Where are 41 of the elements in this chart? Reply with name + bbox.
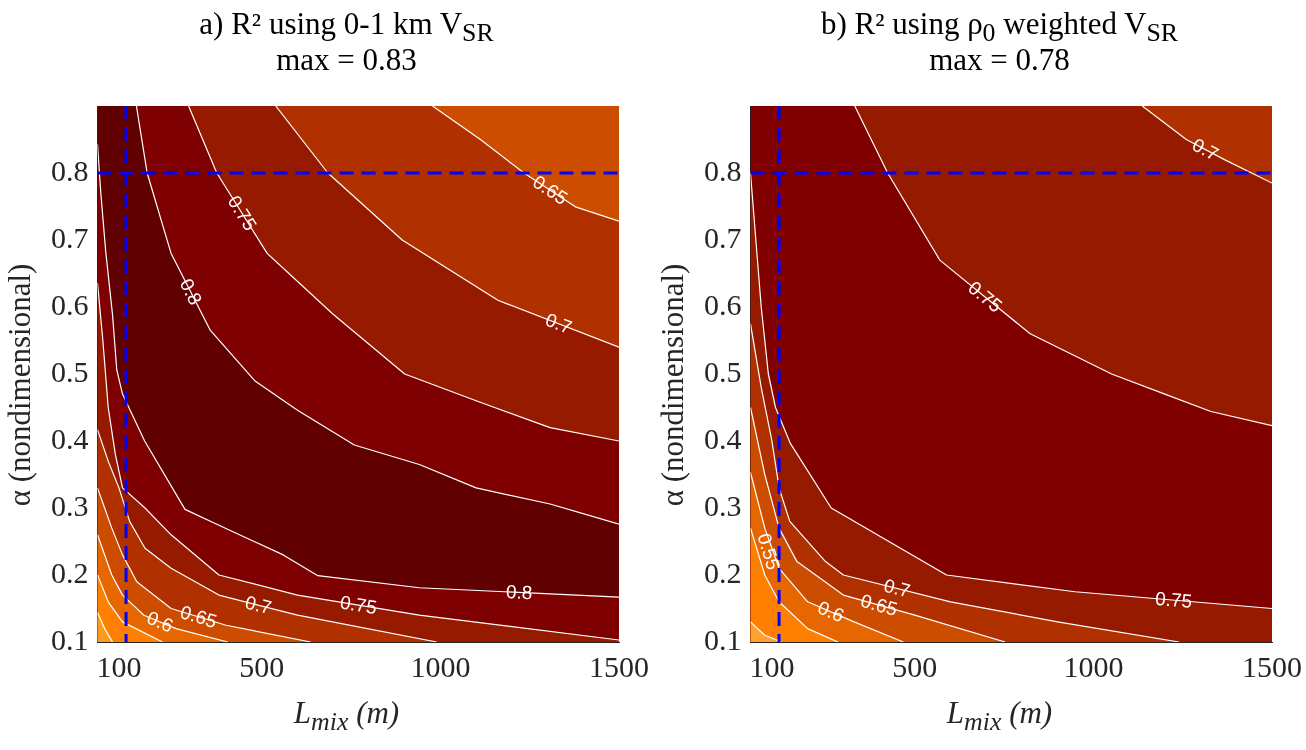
y-axis-title: α (nondimensional) xyxy=(654,263,691,507)
text: 0.6 xyxy=(143,606,177,637)
x-tick-label: 1000 xyxy=(1063,649,1124,683)
x-tick-label: 1500 xyxy=(589,649,649,683)
y-tick-label: 0.4 xyxy=(704,421,742,455)
y-tick-label: 0.6 xyxy=(51,287,89,321)
x-tick-label: 1500 xyxy=(1242,649,1302,683)
series-label: 0.7 xyxy=(1188,133,1223,165)
y-tick-label: 0.1 xyxy=(51,622,89,656)
y-tick-label: 0.7 xyxy=(51,220,89,254)
y-tick-label: 0.8 xyxy=(704,153,742,187)
x-axis-title: L$_{mix}$ (m) xyxy=(945,695,1054,738)
y-tick-label: 0.4 xyxy=(51,421,89,455)
x-tick-label: 100 xyxy=(96,649,142,683)
y-tick-label: 0.1 xyxy=(704,622,742,656)
text: 0.75 xyxy=(338,591,379,619)
series-label: 0.8 xyxy=(505,581,533,604)
text: 0.55 xyxy=(753,530,785,573)
y-tick-label: 0.5 xyxy=(704,354,742,388)
y-tick-label: 0.6 xyxy=(704,287,742,321)
x-tick-label: 500 xyxy=(892,649,938,683)
series-label: 0.65 xyxy=(528,170,572,209)
y-tick-label: 0.7 xyxy=(704,220,742,254)
text: 0.65 xyxy=(177,601,220,633)
y-tick-label: 0.2 xyxy=(704,555,742,589)
series-label: 0.75 xyxy=(1154,587,1193,612)
y-tick-label: 0.5 xyxy=(51,354,89,388)
y-tick-label: 0.2 xyxy=(51,555,89,589)
series-label: 0.7 xyxy=(542,308,575,339)
text: 0.6 xyxy=(814,596,848,627)
y-tick-label: 0.8 xyxy=(51,153,89,187)
y-tick-label: 0.3 xyxy=(51,488,89,522)
series-label: 0.8 xyxy=(175,275,207,309)
x-axis-title: L$_{mix}$ (m) xyxy=(292,695,401,738)
y-tick-label: 0.3 xyxy=(704,488,742,522)
x-tick-label: 100 xyxy=(749,649,795,683)
series-label: 0.75 xyxy=(964,276,1007,317)
x-tick-label: 500 xyxy=(239,649,285,683)
y-axis-title: α (nondimensional) xyxy=(1,263,38,507)
text: 0.7 xyxy=(242,591,274,619)
x-tick-label: 1000 xyxy=(410,649,471,683)
